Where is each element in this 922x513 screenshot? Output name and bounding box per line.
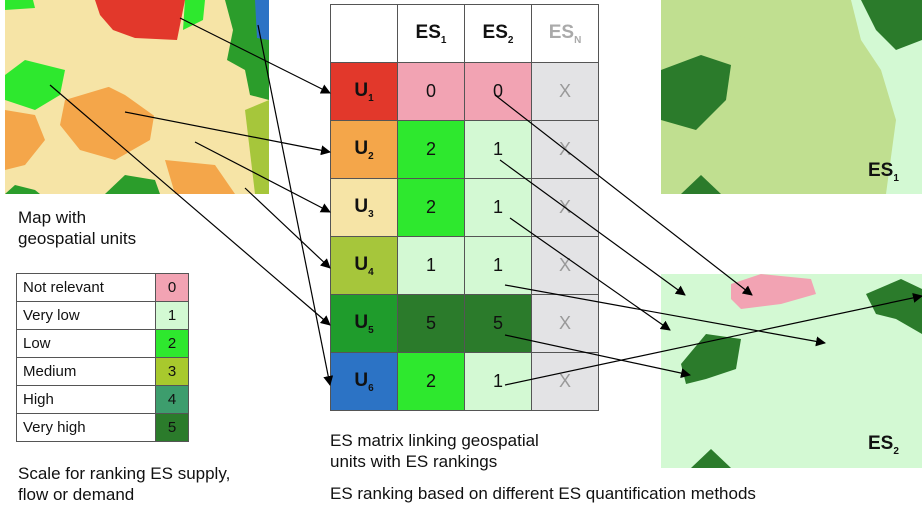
matrix-caption: ES matrix linking geospatial units with … <box>330 430 539 472</box>
unit-cell: U2 <box>330 120 398 179</box>
arrow-map-to-u4 <box>244 187 331 269</box>
scale-caption-line: Scale for ranking ES supply, <box>18 464 231 483</box>
rank-cell-es1: 1 <box>397 236 465 295</box>
es1-map-label-sub: 1 <box>893 172 899 184</box>
rank-cell-esn: X <box>531 62 599 121</box>
scale-value-swatch: 0 <box>155 273 189 302</box>
matrix-unit-row: U2 2 1 X <box>330 120 599 179</box>
unit-label-sub: 3 <box>368 208 374 220</box>
rank-cell-es1: 2 <box>397 352 465 411</box>
unit-cell: U5 <box>330 294 398 353</box>
rank-cell-es2: 1 <box>464 120 532 179</box>
unit-label: U <box>354 369 369 391</box>
matrix-unit-row: U4 1 1 X <box>330 236 599 295</box>
unit-cell: U6 <box>330 352 398 411</box>
matrix-corner-cell <box>330 4 398 63</box>
matrix-unit-row: U1 0 0 X <box>330 62 599 121</box>
scale-caption-line: flow or demand <box>18 485 135 504</box>
arrow-map-to-u5 <box>49 84 331 326</box>
es1-map-label-text: ES <box>868 160 894 181</box>
arrow-u2-to-es2-map <box>499 159 686 296</box>
es2-map-label-text: ES <box>868 433 894 454</box>
arrow-map-to-u2 <box>124 111 331 156</box>
rank-cell-es2: 0 <box>464 62 532 121</box>
unit-label: U <box>354 253 369 275</box>
unit-label: U <box>354 79 369 101</box>
header-esn-text: ES <box>548 21 575 43</box>
ranking-scale-table: Not relevant 0 Very low 1 Low 2 Medium 3 High 4 Ve… <box>16 273 189 442</box>
scale-label: Not relevant <box>16 273 156 302</box>
unit-label-sub: 5 <box>368 324 374 336</box>
bottom-caption: ES ranking based on different ES quantif… <box>330 484 756 503</box>
unit-label: U <box>354 195 369 217</box>
es2-map-label: ES2 <box>868 433 899 457</box>
scale-caption: Scale for ranking ES supply, flow or dem… <box>18 463 230 505</box>
scale-value-swatch: 3 <box>155 357 189 386</box>
unit-cell: U4 <box>330 236 398 295</box>
unit-label-sub: 4 <box>368 266 374 278</box>
matrix-caption-line: ES matrix linking geospatial <box>330 431 539 450</box>
scale-value-swatch: 2 <box>155 329 189 358</box>
header-es1-text: ES <box>415 21 441 43</box>
es1-map <box>661 0 922 194</box>
unit-label-sub: 2 <box>368 150 374 162</box>
unit-label-sub: 6 <box>368 382 374 394</box>
matrix-caption-line: units with ES rankings <box>330 452 498 471</box>
rank-cell-es1: 0 <box>397 62 465 121</box>
header-es2-text: ES <box>482 21 508 43</box>
arrow-map-to-u1 <box>179 17 331 94</box>
header-esn-sub: N <box>574 34 582 46</box>
es1-map-label: ES1 <box>868 160 899 184</box>
matrix-unit-row: U5 5 5 X <box>330 294 599 353</box>
es-matrix: ES1 ES2 ESN U1 0 0 X U2 2 1 X U3 2 1 X U4 1 1 X U5 5 5 X U6 2… <box>330 4 599 411</box>
scale-row: Not relevant 0 <box>16 273 189 302</box>
map-caption-line: Map with <box>18 208 87 227</box>
rank-cell-es2: 1 <box>464 178 532 237</box>
map-caption-line: geospatial units <box>18 229 137 248</box>
rank-cell-es1: 5 <box>397 294 465 353</box>
arrow-u3-to-es2-map <box>509 217 671 331</box>
scale-label: Low <box>16 329 156 358</box>
arrow-u5-to-es2-map <box>504 334 691 378</box>
es2-map <box>661 274 922 468</box>
scale-row: Low 2 <box>16 329 189 358</box>
scale-row: High 4 <box>16 385 189 414</box>
matrix-header-row: ES1 ES2 ESN <box>330 4 599 63</box>
arrow-map-to-u3 <box>194 141 331 213</box>
rank-cell-es2: 1 <box>464 236 532 295</box>
scale-row: Very high 5 <box>16 413 189 442</box>
arrow-map-to-u6 <box>257 24 334 386</box>
header-es1-sub: 1 <box>440 34 447 46</box>
scale-label: Very high <box>16 413 156 442</box>
scale-value-swatch: 5 <box>155 413 189 442</box>
es2-map-label-sub: 2 <box>893 445 899 457</box>
map-caption: Map with geospatial units <box>18 207 136 249</box>
arrow-u1-to-es2-map <box>494 94 753 296</box>
header-es2-sub: 2 <box>507 34 514 46</box>
scale-value-swatch: 1 <box>155 301 189 330</box>
rank-cell-esn: X <box>531 352 599 411</box>
unit-label: U <box>354 137 369 159</box>
arrow-u6-to-es2-map <box>504 292 922 386</box>
matrix-unit-row: U6 2 1 X <box>330 352 599 411</box>
unit-label: U <box>354 311 369 333</box>
arrow-u4-to-es2-map <box>504 284 826 347</box>
unit-label-sub: 1 <box>368 92 374 104</box>
scale-value-swatch: 4 <box>155 385 189 414</box>
